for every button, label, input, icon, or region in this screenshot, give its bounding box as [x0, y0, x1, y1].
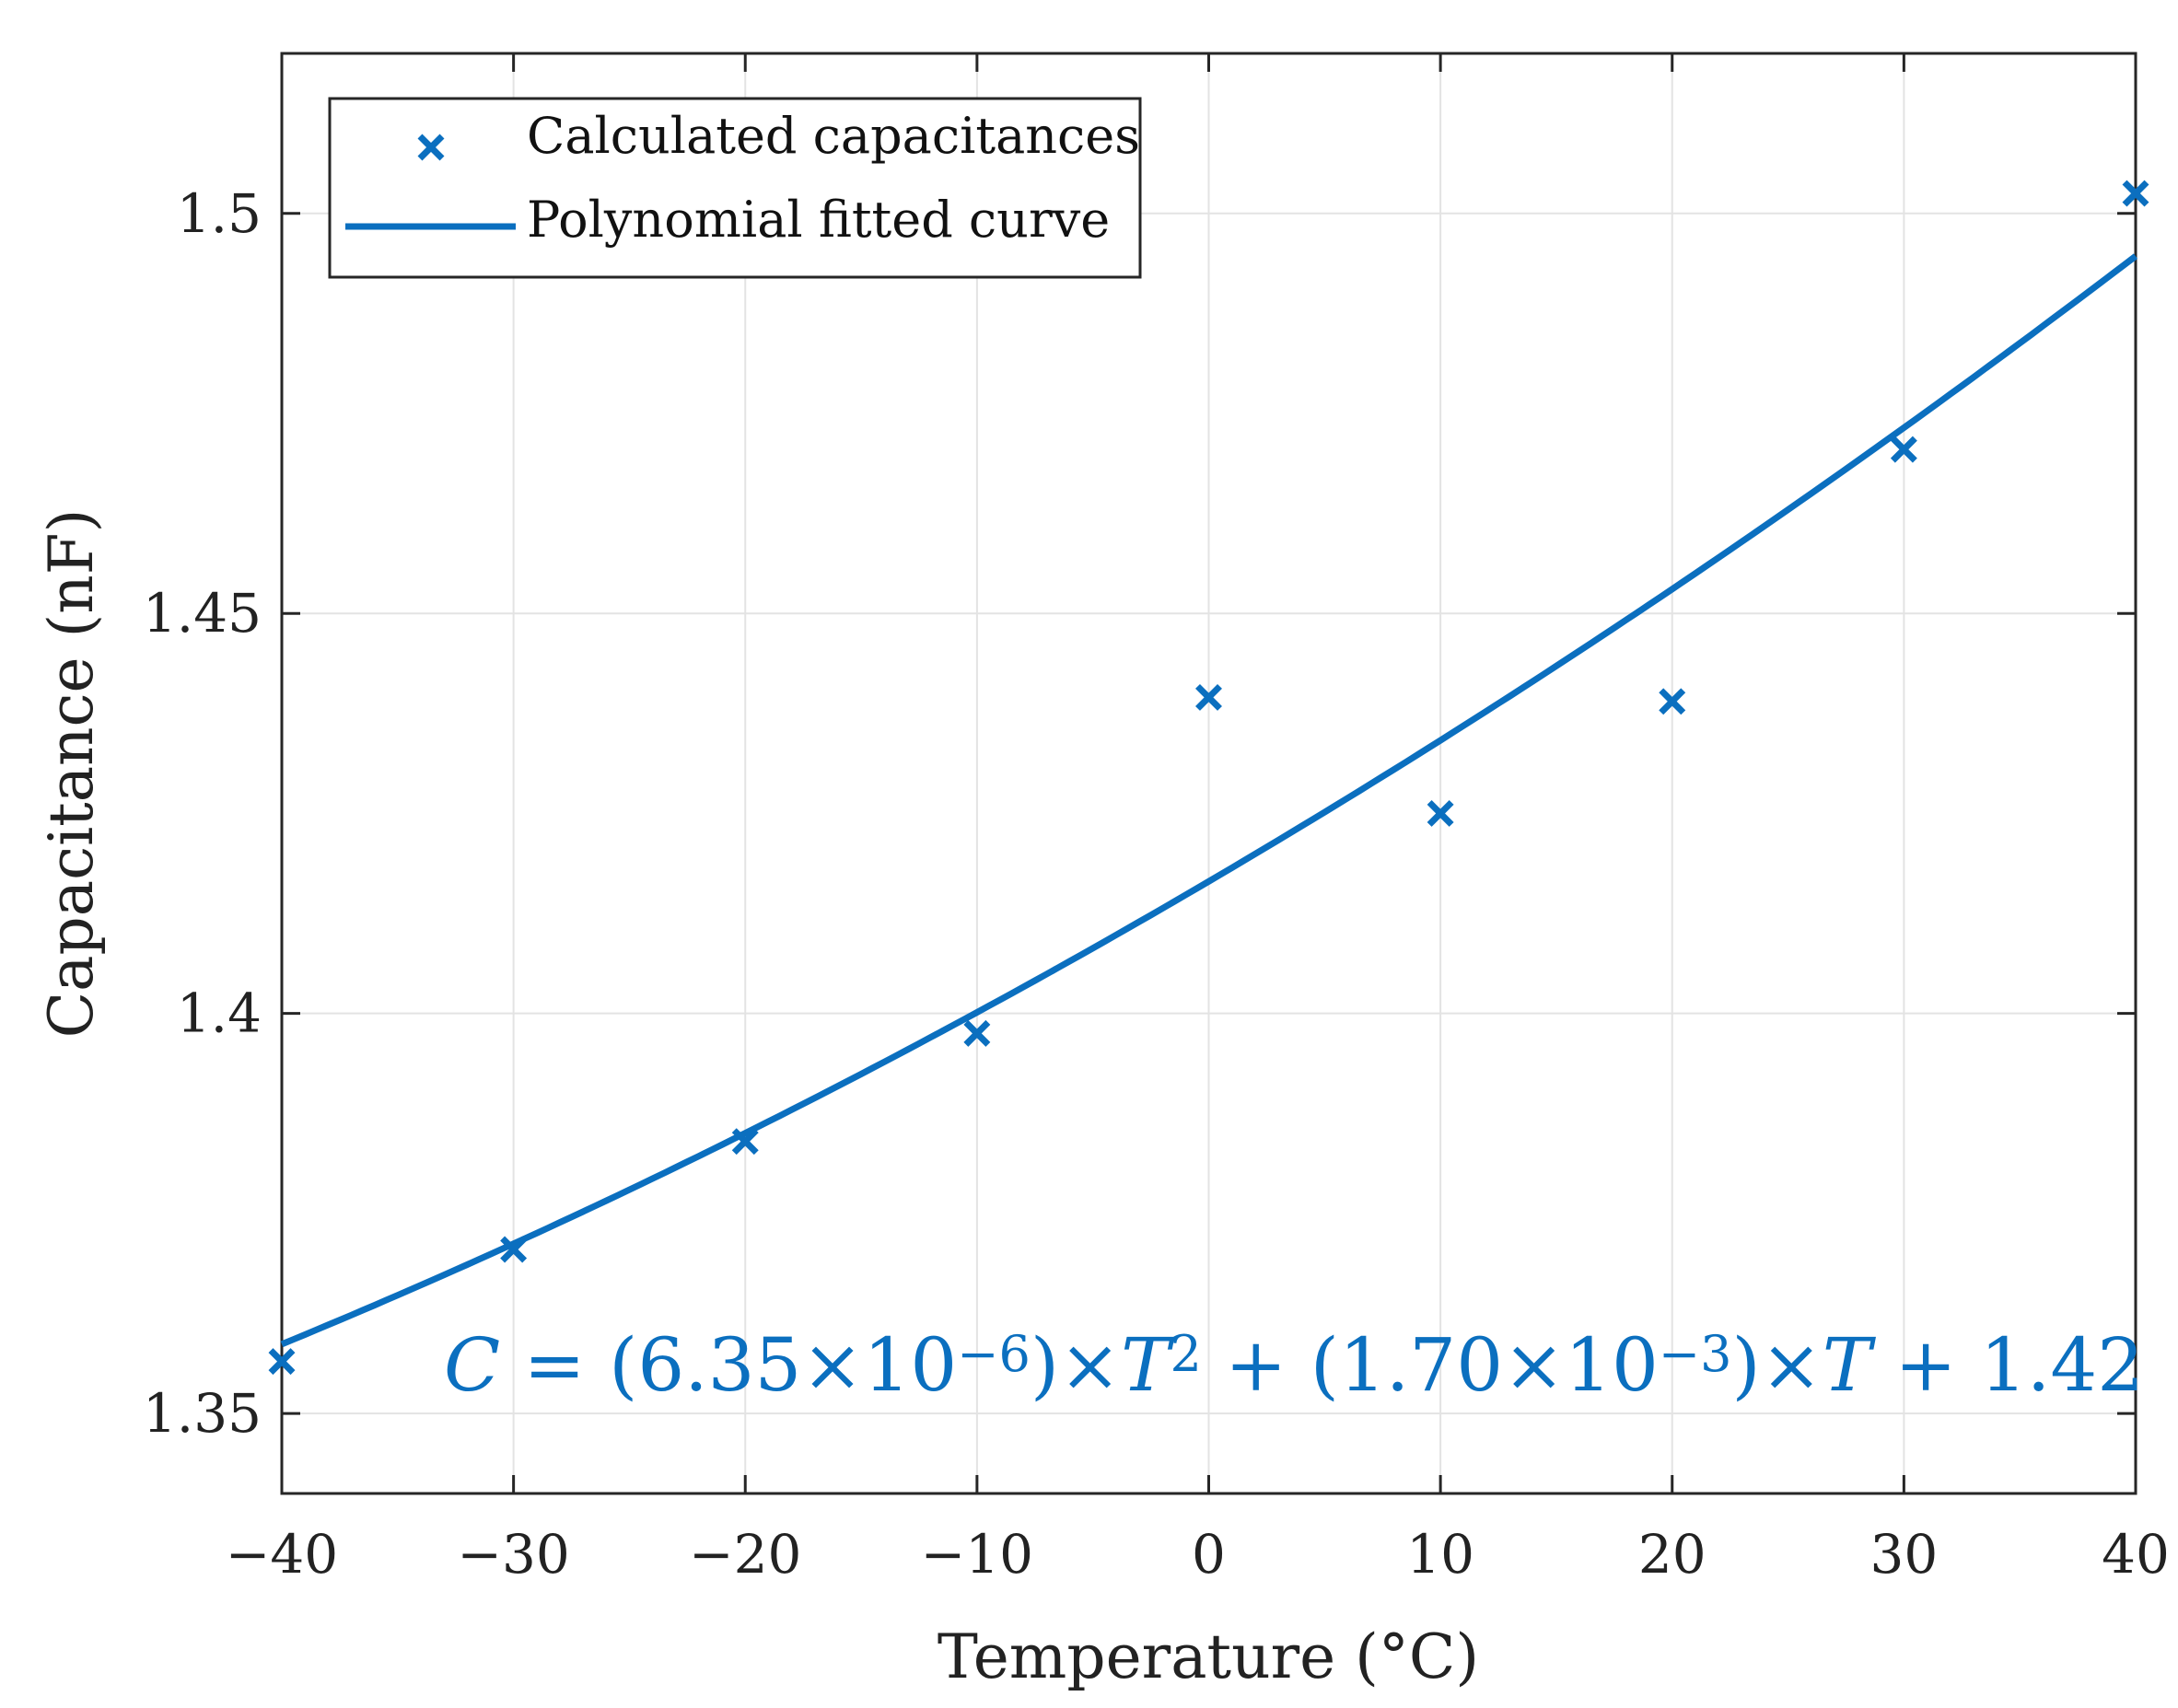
equation-part: 2	[1171, 1325, 1202, 1383]
data-point	[268, 1348, 296, 1376]
data-point	[731, 1128, 759, 1156]
equation-part: −6	[957, 1325, 1031, 1383]
equation-part: T	[1121, 1322, 1175, 1408]
x-tick-label: 30	[1869, 1523, 1938, 1586]
series	[268, 180, 2149, 1376]
equation-part: )×	[1031, 1322, 1121, 1408]
y-tick-label: 1.5	[177, 182, 262, 245]
y-tick-label: 1.35	[143, 1382, 262, 1445]
data-point	[1659, 688, 1686, 715]
data-point	[1195, 683, 1222, 711]
data-point	[500, 1236, 528, 1263]
legend-box	[328, 97, 1142, 279]
x-tick-label: −10	[921, 1523, 1033, 1586]
equation-part: C	[444, 1322, 500, 1408]
equation-part: T	[1823, 1322, 1877, 1408]
y-tick-label: 1.45	[143, 582, 262, 645]
legend-marker-x	[417, 134, 445, 161]
x-tick-label: −30	[457, 1523, 569, 1586]
data-point	[963, 1019, 991, 1047]
equation-part: )×	[1732, 1322, 1823, 1408]
x-tick-label: 10	[1406, 1523, 1474, 1586]
x-tick-label: −40	[226, 1523, 338, 1586]
fitted-curve-line	[280, 253, 2138, 1348]
y-tick-label: 1.4	[177, 982, 262, 1045]
data-point	[1427, 799, 1454, 827]
tick-labels: −40 −30 −20 −10 0 10 20 30 40 1.35 1.4 1.45 1.5	[143, 182, 2170, 1586]
legend-label-calculated: Calculated capacitances	[527, 107, 1140, 165]
x-tick-label: 20	[1638, 1523, 1706, 1586]
legend: Calculated capacitances Polynomial fitte…	[328, 97, 1142, 279]
equation-part: + 1.42	[1871, 1322, 2144, 1408]
x-tick-label: 0	[1192, 1523, 1226, 1586]
x-axis-label: Temperature (°C)	[938, 1621, 1479, 1692]
y-axis-label: Capacitance (nF)	[36, 509, 107, 1039]
x-tick-label: −20	[689, 1523, 801, 1586]
equation-part: −3	[1659, 1325, 1732, 1383]
legend-marker-calculated	[417, 134, 445, 161]
x-tick-label: 40	[2102, 1523, 2170, 1586]
legend-label-fitted: Polynomial fitted curve	[527, 191, 1110, 249]
data-point	[1890, 436, 1917, 463]
equation-part: + (1.70×10	[1202, 1322, 1659, 1408]
axis-ticks	[280, 53, 2137, 1493]
fit-equation: C = (6.35×10−6)×T2 + (1.70×10−3)×T + 1.4…	[444, 1322, 2144, 1408]
data-point	[2122, 180, 2149, 207]
equation-part: = (6.35×10	[500, 1322, 957, 1408]
